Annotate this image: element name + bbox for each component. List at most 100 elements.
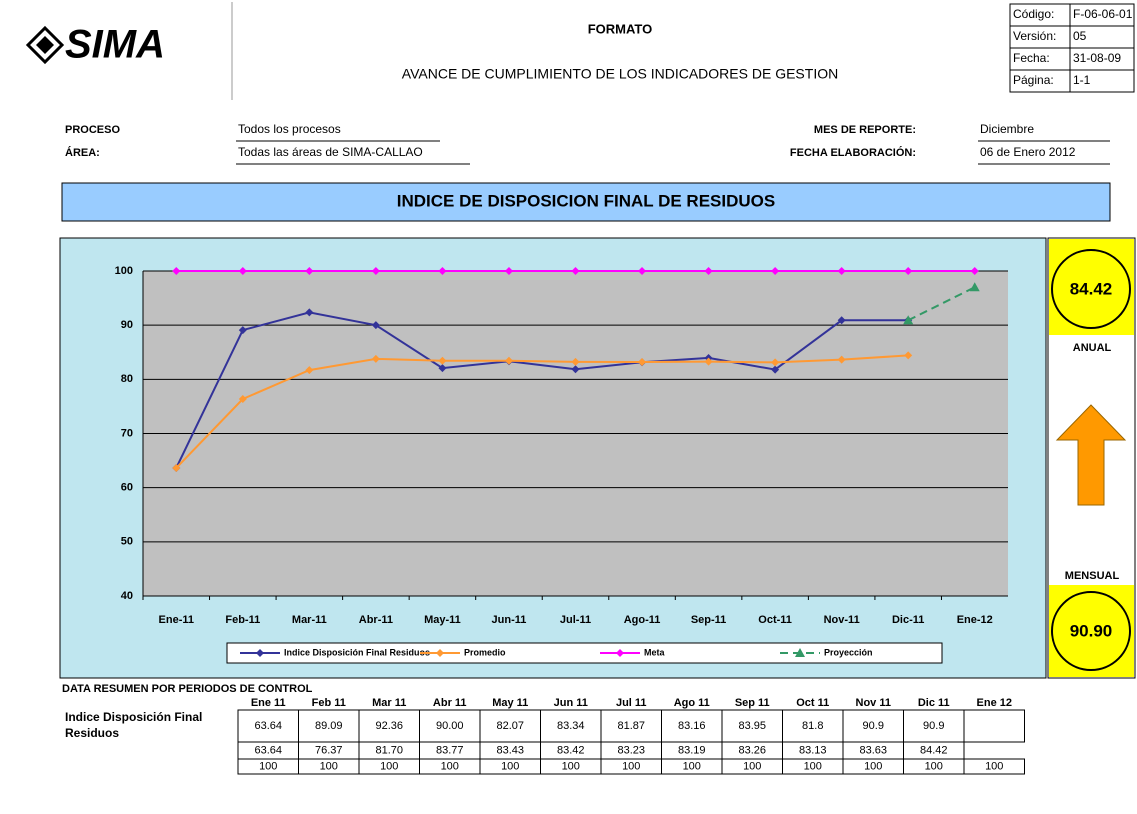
legend-box (226, 642, 943, 664)
table-value: 63.64 (254, 720, 282, 732)
table-value: 100 (985, 760, 1003, 772)
column-header: May 11 (492, 697, 528, 709)
table-value: 100 (259, 760, 277, 772)
table-value: 90.9 (863, 720, 884, 732)
marker (305, 308, 314, 317)
table-cell (479, 709, 541, 743)
table-cell (358, 709, 420, 743)
marker (771, 267, 780, 275)
marker (238, 394, 247, 403)
logo-icon-inner (36, 36, 54, 54)
marker (438, 356, 447, 365)
table-cell (963, 709, 1025, 743)
monthly-value: 90.90 (1070, 621, 1113, 640)
marker (504, 267, 513, 275)
column-header: Nov 11 (856, 697, 891, 709)
column-header: Abr 11 (433, 697, 467, 709)
info-label: MES DE REPORTE: (814, 124, 916, 136)
marker (837, 267, 846, 275)
column-header: Dic 11 (918, 697, 950, 709)
table-value: 90.00 (436, 720, 464, 732)
table-cell (963, 758, 1025, 775)
code-label: Código: (1013, 7, 1054, 21)
table-value: 100 (380, 760, 398, 772)
marker (771, 358, 780, 367)
legend-label: Meta (644, 647, 665, 657)
table-value: 81.87 (617, 720, 645, 732)
marker (371, 267, 380, 275)
table-value: 83.77 (436, 744, 464, 756)
table-value: 100 (864, 760, 882, 772)
table-cell (237, 709, 299, 743)
marker (256, 649, 264, 657)
table-value: 83.95 (738, 720, 766, 732)
marker (305, 366, 314, 375)
table-value: 100 (925, 760, 943, 772)
monthly-circle (1051, 591, 1131, 671)
table-title: DATA RESUMEN POR PERIODOS DE CONTROL (62, 683, 313, 695)
table-value: 89.09 (315, 720, 343, 732)
info-value: 06 de Enero 2012 (980, 145, 1076, 159)
table-value: 82.07 (496, 720, 524, 732)
column-header: Feb 11 (312, 697, 346, 709)
marker (438, 364, 447, 373)
code-value: 05 (1073, 29, 1087, 43)
info-value: Diciembre (980, 122, 1034, 136)
monthly-label: MENSUAL (1065, 570, 1120, 582)
table-cell (419, 709, 481, 743)
column-header: Ene 12 (977, 697, 1012, 709)
table-value: 63.64 (254, 744, 282, 756)
table-value: 100 (501, 760, 519, 772)
marker (638, 358, 647, 367)
code-label: Página: (1013, 73, 1054, 87)
x-tick-label: Sep-11 (691, 614, 726, 626)
format-title: FORMATO (588, 21, 653, 36)
marker (238, 326, 247, 335)
marker (371, 321, 380, 330)
code-label: Fecha: (1013, 51, 1050, 65)
table-value: 100 (562, 760, 580, 772)
data-table: Ene 11 Feb 11 Mar 11 Abr 11 May 11 Jun 11 Jul … (65, 697, 1025, 775)
marker (172, 463, 181, 472)
marker (904, 351, 913, 360)
table-value: 83.23 (617, 744, 645, 756)
table-value: 83.19 (678, 744, 706, 756)
table-value: 83.43 (496, 744, 524, 756)
table-cell (721, 709, 783, 743)
table-value: 92.36 (375, 720, 403, 732)
x-tick-label: May-11 (424, 614, 461, 626)
info-label: ÁREA: (65, 146, 100, 159)
marker (771, 365, 780, 374)
table-value: 100 (804, 760, 822, 772)
code-label: Versión: (1013, 29, 1056, 43)
column-header: Jul 11 (616, 697, 647, 709)
table-value: 100 (622, 760, 640, 772)
x-tick-label: Oct-11 (758, 614, 792, 626)
marker (504, 356, 513, 365)
column-header: Ene 11 (251, 697, 286, 709)
marker (904, 267, 913, 275)
code-value: 1-1 (1073, 73, 1091, 87)
marker (837, 355, 846, 364)
info-value: Todos los procesos (238, 122, 341, 136)
format-subtitle: AVANCE DE CUMPLIMIENTO DE LOS INDICADORE… (402, 66, 838, 82)
column-header: Ago 11 (674, 697, 710, 709)
table-value: 84.42 (920, 744, 948, 756)
marker (436, 649, 444, 657)
table-cell (600, 709, 662, 743)
y-tick-label: 80 (121, 373, 133, 385)
table-value: 83.34 (557, 720, 585, 732)
marker (795, 648, 805, 657)
column-header: Mar 11 (372, 697, 406, 709)
y-tick-label: 50 (121, 536, 133, 548)
y-tick-label: 60 (121, 482, 133, 494)
table-value: 100 (441, 760, 459, 772)
x-tick-label: Ago-11 (624, 614, 661, 626)
x-tick-label: Nov-11 (824, 614, 860, 626)
table-cell (298, 709, 360, 743)
table-value: 83.26 (738, 744, 766, 756)
marker (704, 357, 713, 366)
info-value: Todas las áreas de SIMA-CALLAO (238, 145, 423, 159)
table-value: 83.13 (799, 744, 827, 756)
